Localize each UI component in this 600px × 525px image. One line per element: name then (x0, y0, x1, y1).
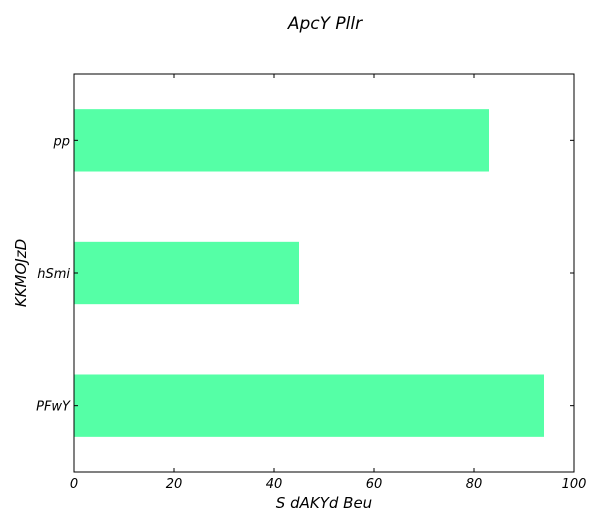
x-tick-label-100: 100 (562, 477, 587, 492)
y-tick-label-PFwY: PFwY (36, 400, 71, 415)
y-tick-label-pp: pp (52, 134, 70, 149)
chart-title: ApcY Pllr (287, 14, 363, 34)
axis-ticks: pp hSmi PFwY 0 20 40 60 80 100 (36, 74, 586, 492)
y-axis-label: KKMOJzD (12, 239, 30, 307)
bars (74, 109, 544, 437)
bar-pp (74, 109, 489, 172)
x-axis-label: S dAKYd Beu (276, 494, 372, 512)
x-tick-label-60: 60 (366, 477, 383, 492)
x-tick-label-80: 80 (466, 477, 483, 492)
x-tick-label-40: 40 (266, 477, 283, 492)
y-tick-label-hSmi: hSmi (37, 267, 70, 282)
x-tick-label-0: 0 (70, 477, 78, 492)
bar-hSmi (74, 241, 299, 305)
x-tick-label-20: 20 (166, 477, 183, 492)
bar-PFwY (74, 374, 544, 437)
